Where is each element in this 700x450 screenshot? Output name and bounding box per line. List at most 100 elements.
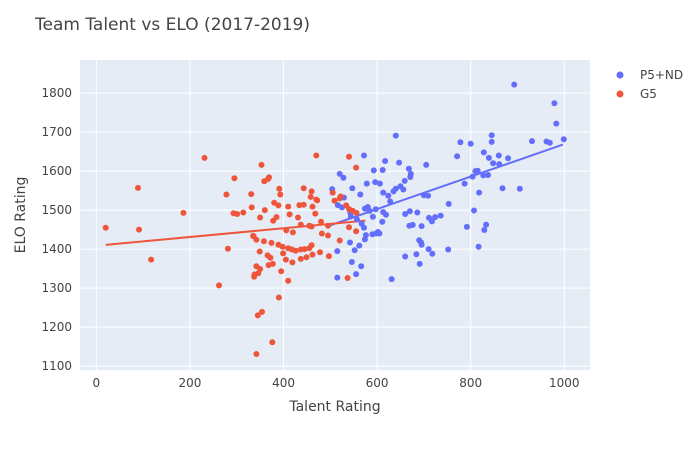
data-point-p5nd <box>383 211 389 218</box>
data-point-g5 <box>292 247 299 254</box>
data-point-p5nd <box>340 174 347 181</box>
data-point-g5 <box>308 188 315 195</box>
data-point-p5nd <box>385 192 392 199</box>
x-tick-label: 0 <box>93 376 101 390</box>
data-point-p5nd <box>370 167 377 174</box>
x-tick-label: 200 <box>179 376 202 390</box>
data-point-p5nd <box>471 207 477 214</box>
legend[interactable]: P5+ND G5 <box>616 68 684 101</box>
data-point-g5 <box>353 228 360 235</box>
data-point-p5nd <box>546 139 553 146</box>
data-point-g5 <box>257 214 264 221</box>
data-point-p5nd <box>476 189 483 196</box>
data-point-p5nd <box>426 214 432 221</box>
data-point-g5 <box>337 193 344 200</box>
data-point-g5 <box>201 154 208 161</box>
data-point-g5 <box>300 201 307 208</box>
data-point-g5 <box>253 351 260 357</box>
data-point-p5nd <box>402 253 409 260</box>
data-point-p5nd <box>372 179 379 186</box>
data-point-p5nd <box>423 161 430 168</box>
data-point-g5 <box>289 229 296 236</box>
data-point-p5nd <box>505 155 512 162</box>
data-point-p5nd <box>382 158 389 164</box>
data-point-p5nd <box>516 185 523 192</box>
legend-label-g5: G5 <box>640 87 657 101</box>
data-point-p5nd <box>348 259 355 265</box>
data-point-p5nd <box>485 154 492 161</box>
data-point-p5nd <box>551 100 558 107</box>
data-point-p5nd <box>363 180 370 187</box>
legend-marker-g5 <box>616 90 624 98</box>
data-point-g5 <box>318 218 324 225</box>
data-point-p5nd <box>418 241 425 248</box>
plot-area <box>80 60 590 370</box>
legend-item-g5[interactable]: G5 <box>616 87 657 101</box>
data-point-p5nd <box>463 223 470 230</box>
data-point-g5 <box>102 224 109 231</box>
data-point-g5 <box>216 282 222 289</box>
data-point-p5nd <box>560 136 567 143</box>
data-point-p5nd <box>356 242 363 249</box>
data-point-p5nd <box>454 153 461 160</box>
data-point-p5nd <box>490 160 497 167</box>
data-point-p5nd <box>483 221 490 228</box>
data-point-p5nd <box>390 188 397 195</box>
data-point-g5 <box>309 203 316 210</box>
legend-marker-p5nd <box>616 71 624 79</box>
data-point-g5 <box>261 207 268 214</box>
data-point-g5 <box>297 221 304 228</box>
data-point-g5 <box>312 210 319 217</box>
data-point-p5nd <box>347 239 353 246</box>
data-point-g5 <box>313 152 320 159</box>
data-point-g5 <box>267 254 274 261</box>
data-point-p5nd <box>334 274 341 281</box>
data-point-g5 <box>275 294 282 301</box>
data-point-g5 <box>344 275 351 281</box>
legend-label-p5nd: P5+ND <box>640 68 683 82</box>
data-point-g5 <box>256 248 263 255</box>
data-point-p5nd <box>376 180 383 187</box>
data-point-p5nd <box>334 202 341 209</box>
y-tick-label: 1200 <box>41 320 72 334</box>
data-point-p5nd <box>392 132 399 139</box>
data-point-p5nd <box>372 206 379 213</box>
data-point-p5nd <box>351 247 358 254</box>
data-point-p5nd <box>467 140 474 147</box>
data-point-p5nd <box>416 260 423 267</box>
data-point-g5 <box>273 214 280 221</box>
data-point-p5nd <box>379 218 386 225</box>
data-point-p5nd <box>361 152 367 159</box>
data-point-g5 <box>224 245 231 252</box>
data-point-p5nd <box>480 149 487 156</box>
data-point-p5nd <box>402 211 409 217</box>
data-point-g5 <box>329 189 336 196</box>
data-point-g5 <box>307 193 314 200</box>
data-point-g5 <box>346 153 352 160</box>
data-point-g5 <box>259 308 265 315</box>
data-point-g5 <box>353 164 360 171</box>
x-tick-label: 600 <box>366 376 389 390</box>
data-point-g5 <box>136 226 142 233</box>
data-point-g5 <box>265 262 272 269</box>
data-point-g5 <box>260 238 267 245</box>
data-point-g5 <box>318 230 325 237</box>
data-point-g5 <box>295 214 301 221</box>
data-point-g5 <box>277 191 284 198</box>
data-point-p5nd <box>373 230 380 237</box>
data-point-g5 <box>285 277 292 284</box>
data-point-g5 <box>286 211 293 218</box>
data-point-g5 <box>296 202 303 209</box>
data-point-p5nd <box>413 251 420 258</box>
data-point-p5nd <box>445 200 452 207</box>
data-point-p5nd <box>425 192 432 199</box>
data-point-p5nd <box>511 81 518 88</box>
y-tick-label: 1100 <box>41 359 72 373</box>
data-point-p5nd <box>474 167 481 174</box>
x-tick-label: 400 <box>272 376 295 390</box>
data-point-g5 <box>317 249 323 256</box>
data-point-p5nd <box>553 120 560 127</box>
data-point-g5 <box>279 243 286 250</box>
legend-item-p5nd[interactable]: P5+ND <box>616 68 684 82</box>
